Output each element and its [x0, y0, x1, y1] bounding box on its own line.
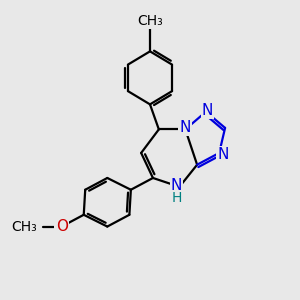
Text: N: N — [171, 178, 182, 193]
Text: O: O — [56, 219, 68, 234]
Text: N: N — [180, 120, 191, 135]
Text: N: N — [217, 147, 228, 162]
Text: N: N — [202, 103, 213, 118]
Text: CH₃: CH₃ — [137, 14, 163, 28]
Text: H: H — [171, 191, 182, 205]
Text: CH₃: CH₃ — [11, 220, 37, 234]
